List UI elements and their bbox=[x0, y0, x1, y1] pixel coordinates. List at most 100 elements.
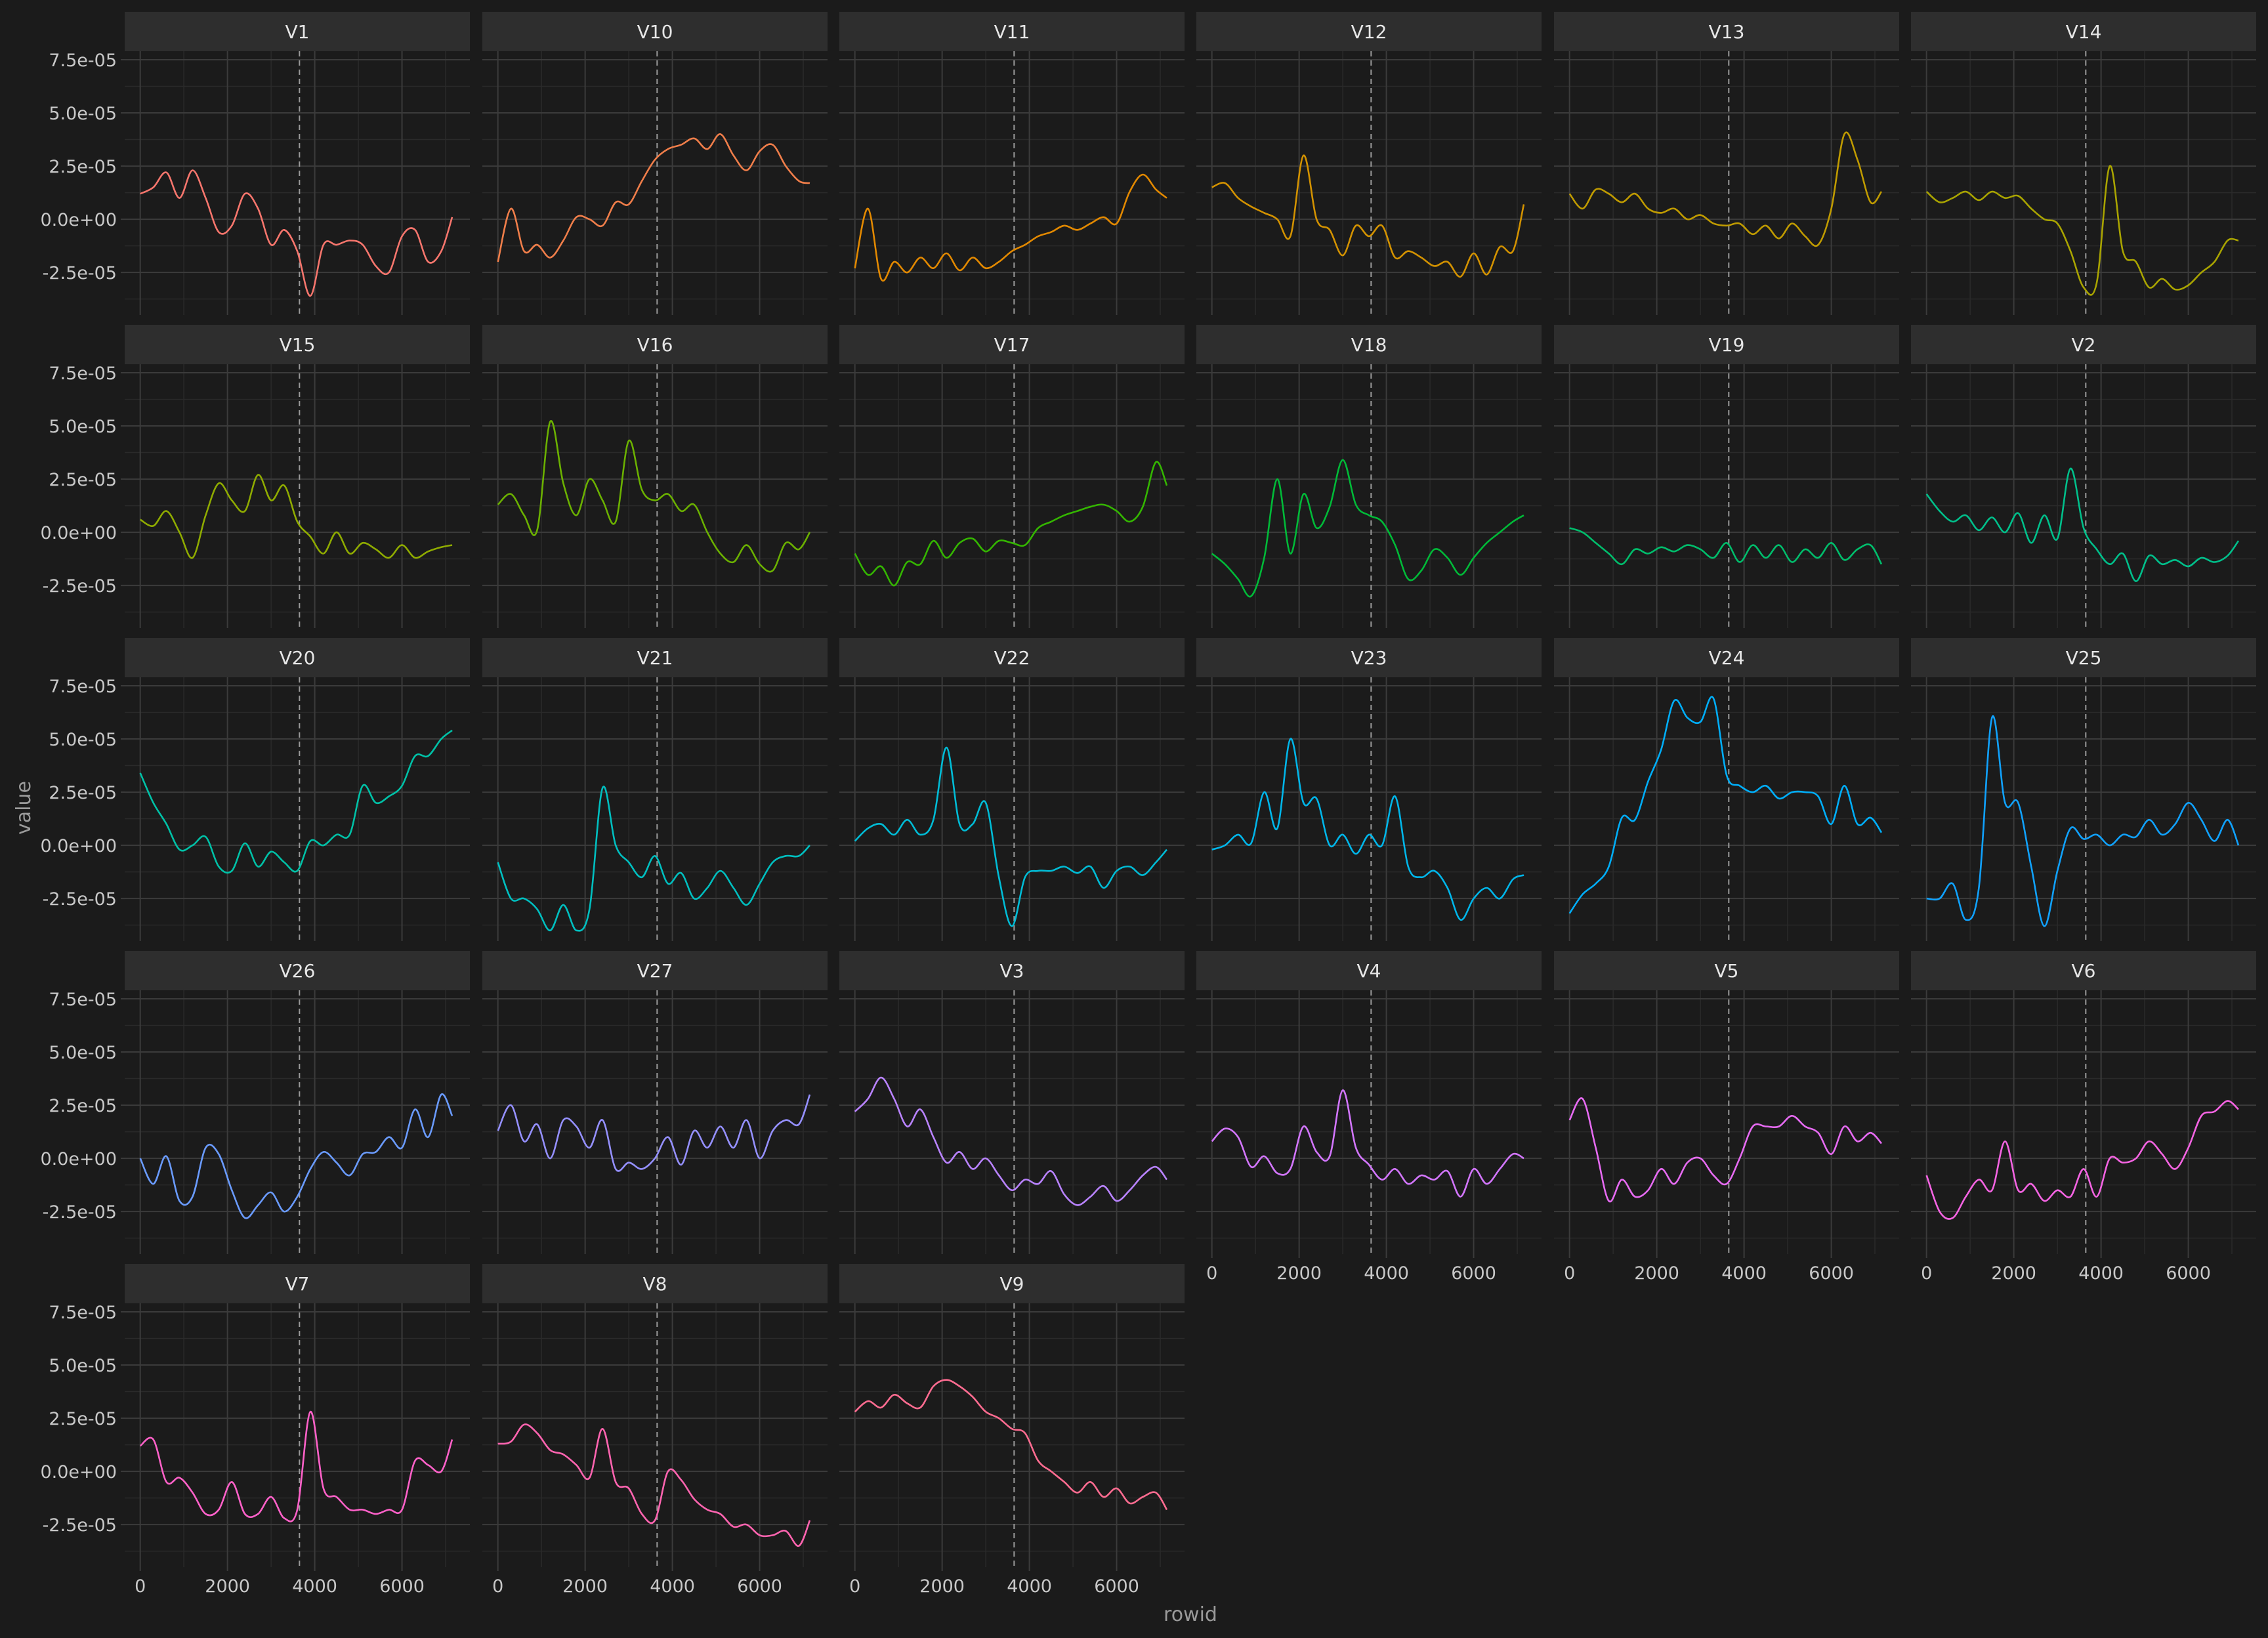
x-tick-label: 2000 bbox=[919, 1576, 965, 1597]
facet-panel: V2 bbox=[1911, 325, 2256, 628]
facet-panel: V19 bbox=[1554, 325, 1899, 628]
facet-strip-label: V17 bbox=[994, 334, 1030, 356]
facet-strip-label: V25 bbox=[2066, 647, 2102, 669]
y-tick-label: 2.5e-05 bbox=[49, 1096, 117, 1116]
facet-strip-label: V26 bbox=[280, 960, 316, 982]
facet-strip-label: V10 bbox=[637, 21, 673, 43]
series-line bbox=[139, 729, 453, 874]
facet-strip-label: V15 bbox=[280, 334, 316, 356]
y-tick-label: 0.0e+00 bbox=[40, 1462, 117, 1482]
facet-panel: V3 bbox=[839, 951, 1185, 1254]
panel-grid bbox=[125, 1303, 470, 1567]
series-line bbox=[854, 173, 1167, 282]
y-tick-label: 5.0e-05 bbox=[49, 104, 117, 124]
panel-grid bbox=[839, 1303, 1185, 1567]
facet-strip bbox=[839, 12, 1185, 51]
facet-strip-label: V8 bbox=[643, 1273, 667, 1295]
facet-strip-label: V23 bbox=[1351, 647, 1387, 669]
facet-strip-label: V19 bbox=[1709, 334, 1745, 356]
facet-strip bbox=[482, 325, 828, 364]
x-tick-label: 6000 bbox=[1094, 1576, 1139, 1597]
facet-panels: V1-2.5e-050.0e+002.5e-055.0e-057.5e-05V1… bbox=[40, 12, 2256, 1597]
y-tick-label: 7.5e-05 bbox=[49, 990, 117, 1010]
x-tick-label: 4000 bbox=[1721, 1263, 1767, 1284]
x-tick-label: 4000 bbox=[2078, 1263, 2124, 1284]
facet-strip-label: V6 bbox=[2072, 960, 2096, 982]
panel-grid bbox=[839, 677, 1185, 941]
series-line bbox=[1568, 696, 1883, 914]
facet-panel: V18 bbox=[1196, 325, 1542, 628]
facet-strip-label: V24 bbox=[1709, 647, 1745, 669]
x-tick-label: 4000 bbox=[650, 1576, 695, 1597]
facet-strip-label: V27 bbox=[637, 960, 673, 982]
y-tick-label: 2.5e-05 bbox=[49, 470, 117, 490]
x-tick-label: 2000 bbox=[1634, 1263, 1679, 1284]
series-line bbox=[497, 1423, 811, 1547]
series-line bbox=[854, 1076, 1168, 1206]
facet-strip-label: V7 bbox=[285, 1273, 310, 1295]
series-line bbox=[854, 746, 1167, 927]
facet-panel: V11 bbox=[839, 12, 1185, 315]
facet-strip bbox=[125, 325, 470, 364]
facet-strip-label: V18 bbox=[1351, 334, 1387, 356]
facet-panel: V4 0 2000 4000 6000 bbox=[1196, 951, 1542, 1284]
series-line bbox=[140, 474, 453, 559]
series-line bbox=[854, 461, 1168, 587]
facet-strip bbox=[125, 951, 470, 990]
panel-grid bbox=[1911, 364, 2256, 628]
y-axis-label: value bbox=[12, 781, 35, 835]
x-tick-label: 6000 bbox=[379, 1576, 425, 1597]
panel-grid bbox=[1554, 364, 1899, 628]
facet-panel: V1 -2.5e-05 0.0e+00 2.5e-05 5.0e-05 7.5e-05 bbox=[40, 12, 470, 315]
facet-panel: V17 bbox=[839, 325, 1185, 628]
facet-strip bbox=[1196, 951, 1542, 990]
y-tick-label: 0.0e+00 bbox=[40, 210, 117, 230]
y-tick-label: 5.0e-05 bbox=[49, 1043, 117, 1063]
series-line bbox=[1211, 738, 1524, 921]
facet-panel: V7 -2.5e-05 0.0e+00 2.5e-05 5.0e-05 7.5e-05 0 2… bbox=[40, 1264, 470, 1597]
facet-panel: V10 bbox=[482, 12, 828, 315]
x-tick-label: 2000 bbox=[562, 1576, 608, 1597]
panel-grid bbox=[1554, 677, 1899, 941]
series-line bbox=[497, 420, 811, 573]
series-line bbox=[1568, 1097, 1882, 1203]
x-tick-label: 2000 bbox=[205, 1576, 250, 1597]
facet-panel: V24 bbox=[1554, 638, 1899, 941]
x-tick-label: 0 bbox=[849, 1576, 860, 1597]
panel-grid bbox=[1911, 677, 2256, 941]
facet-strip bbox=[1911, 951, 2256, 990]
facet-panel: V22 bbox=[839, 638, 1185, 941]
facet-strip bbox=[1196, 12, 1542, 51]
y-tick-label: 0.0e+00 bbox=[40, 1149, 117, 1169]
y-tick-label: 0.0e+00 bbox=[40, 523, 117, 543]
facet-strip bbox=[125, 1264, 470, 1303]
panel-grid bbox=[125, 51, 470, 315]
facet-strip-label: V2 bbox=[2072, 334, 2096, 356]
x-tick-label: 2000 bbox=[1276, 1263, 1322, 1284]
series-line bbox=[1211, 154, 1525, 278]
y-tick-label: 5.0e-05 bbox=[49, 1356, 117, 1376]
facet-strip bbox=[1911, 12, 2256, 51]
facet-panel: V8 0 2000 4000 6000 bbox=[482, 1264, 828, 1597]
facet-panel: V21 bbox=[482, 638, 828, 941]
panel-grid bbox=[839, 990, 1185, 1254]
series-line bbox=[854, 1379, 1168, 1511]
facet-panel: V15 -2.5e-05 0.0e+00 2.5e-05 5.0e-05 7.5e-05 bbox=[40, 325, 470, 628]
y-tick-label: 0.0e+00 bbox=[40, 836, 117, 856]
y-tick-label: -2.5e-05 bbox=[43, 1202, 117, 1223]
x-tick-label: 4000 bbox=[292, 1576, 337, 1597]
facet-strip-label: V4 bbox=[1357, 960, 1381, 982]
panel-grid bbox=[482, 364, 828, 628]
series-line bbox=[1569, 527, 1883, 566]
x-tick-label: 0 bbox=[1921, 1263, 1932, 1284]
facet-panel: V5 0 2000 4000 6000 bbox=[1554, 951, 1899, 1284]
series-line bbox=[139, 1410, 453, 1522]
series-line bbox=[497, 1094, 811, 1172]
y-tick-label: 7.5e-05 bbox=[49, 677, 117, 697]
facet-strip-label: V1 bbox=[285, 21, 310, 43]
facet-strip bbox=[839, 1264, 1185, 1303]
y-tick-label: 7.5e-05 bbox=[49, 364, 117, 384]
facet-strip bbox=[1554, 12, 1899, 51]
facet-strip bbox=[1196, 638, 1542, 677]
panel-grid bbox=[839, 51, 1185, 315]
